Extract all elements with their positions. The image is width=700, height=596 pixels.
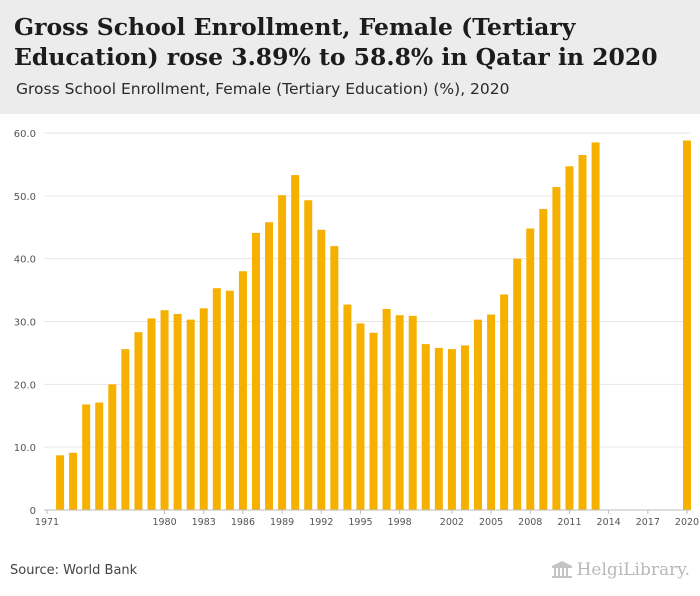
x-tick-label-2005: 2005: [479, 517, 503, 528]
x-tick-label-1971: 1971: [35, 517, 59, 528]
bar-1975: [95, 402, 104, 510]
x-tick-label-2020: 2020: [675, 517, 699, 528]
bar-2012: [578, 154, 587, 510]
bar-1988: [265, 222, 274, 510]
bar-chart: 010.020.030.040.050.060.0 1971 1980 1983 19…: [14, 129, 699, 528]
bar-1974: [82, 404, 91, 510]
bar-2007: [513, 258, 522, 510]
x-tick-label-2017: 2017: [636, 517, 660, 528]
y-tick-label: 0: [30, 506, 36, 517]
bar-2003: [460, 345, 469, 510]
y-tick-label: 60.0: [14, 129, 36, 140]
bar-1995: [356, 323, 365, 510]
y-tick-label: 30.0: [14, 318, 36, 329]
bar-1991: [304, 200, 313, 510]
bar-1978: [134, 332, 143, 510]
bar-1985: [225, 290, 234, 510]
bar-2013: [591, 142, 600, 511]
bar-1973: [69, 452, 78, 510]
bar-1999: [408, 315, 417, 510]
bar-1987: [251, 232, 260, 510]
x-tick-label-2011: 2011: [557, 517, 581, 528]
bar-2001: [434, 347, 443, 510]
bar-2002: [447, 349, 456, 510]
bar-1982: [186, 319, 195, 510]
bar-1996: [369, 332, 378, 510]
x-tick-label-1980: 1980: [152, 517, 176, 528]
bar-1998: [395, 315, 404, 510]
chart-header: Gross School Enrollment, Female (Tertiar…: [0, 0, 700, 114]
y-axis-tick-labels: 0 10.0 20.0 30.0 40.0 50.0 60.0: [14, 129, 36, 517]
y-tick-label: 10.0: [14, 443, 36, 454]
y-tick-label: 20.0: [14, 380, 36, 391]
source-note: Source: World Bank: [10, 563, 138, 578]
x-axis-tick-labels: 1971 1980 1983 1986 1989 1992 1995 1998 2002 2005…: [35, 510, 699, 528]
bar-1981: [173, 313, 182, 510]
bar-1986: [238, 271, 247, 510]
x-tick-label-1986: 1986: [231, 517, 255, 528]
bar-1993: [330, 246, 339, 510]
bar-2006: [500, 294, 509, 510]
bar-1984: [212, 288, 221, 510]
bar-series: [56, 140, 691, 511]
bar-1992: [317, 229, 326, 510]
chart-title: Gross School Enrollment, Female (Tertiar…: [14, 13, 658, 71]
x-tick-label-1992: 1992: [309, 517, 333, 528]
helgi-library-logo: HelgiLibrary.: [551, 560, 690, 580]
bar-2009: [539, 209, 548, 511]
bar-1972: [56, 455, 65, 510]
bar-1979: [147, 318, 156, 510]
bar-1980: [160, 310, 169, 510]
bar-2000: [421, 344, 430, 510]
library-building-icon: [551, 561, 572, 578]
x-tick-label-1995: 1995: [348, 517, 372, 528]
bar-1994: [343, 304, 352, 510]
x-tick-label-1983: 1983: [192, 517, 216, 528]
bar-2005: [487, 314, 496, 510]
bar-1977: [121, 349, 130, 510]
bar-2008: [526, 228, 535, 511]
bar-2010: [552, 187, 561, 510]
y-tick-label: 50.0: [14, 192, 36, 203]
bar-1976: [108, 384, 117, 510]
bar-1990: [291, 175, 300, 510]
bar-2004: [474, 319, 483, 510]
bar-2020: [683, 140, 691, 510]
bar-1989: [278, 195, 287, 510]
x-tick-label-2014: 2014: [597, 517, 621, 528]
y-tick-label: 40.0: [14, 255, 36, 266]
x-tick-label-1989: 1989: [270, 517, 294, 528]
bar-1983: [199, 308, 208, 510]
x-tick-label-2002: 2002: [440, 517, 464, 528]
bar-1997: [382, 308, 391, 510]
x-tick-label-1998: 1998: [388, 517, 412, 528]
brand-text: HelgiLibrary.: [576, 560, 690, 580]
x-tick-label-2008: 2008: [518, 517, 542, 528]
chart-subtitle: Gross School Enrollment, Female (Tertiar…: [16, 80, 510, 98]
bar-2011: [565, 166, 574, 510]
